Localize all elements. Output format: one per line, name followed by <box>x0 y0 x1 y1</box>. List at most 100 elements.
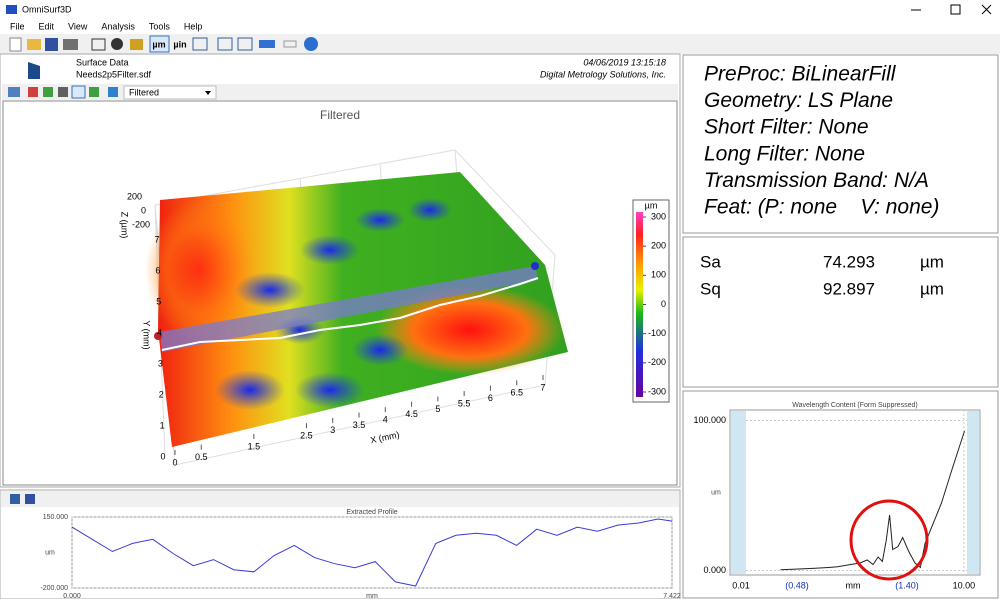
um-button-frame[interactable] <box>149 35 170 53</box>
y-tick-label: 0.000 <box>703 565 726 575</box>
x-tick-label: 1.5 <box>248 441 261 451</box>
tool-button[interactable] <box>28 87 38 97</box>
x-tick-label: 0 <box>172 457 177 467</box>
parameter: Transmission Band: N/A <box>704 169 929 192</box>
x-tick-label: 7.422 <box>663 593 681 599</box>
colorbar-tick-label: 300 <box>651 211 666 221</box>
view-dropdown-value[interactable]: Filtered <box>129 87 159 97</box>
x-tick-label: 0.000 <box>63 593 81 599</box>
x-tick-label: 6.5 <box>510 388 523 398</box>
y-tick-label: 3 <box>158 358 163 368</box>
x-axis-label: mm <box>366 593 378 599</box>
print-button[interactable] <box>63 39 78 50</box>
colorbar-tick-label: -100 <box>648 328 666 338</box>
y-tick-label: 0 <box>160 451 165 461</box>
colorbar-tick-label: 200 <box>651 241 666 251</box>
window-button[interactable] <box>192 37 208 51</box>
cutoff-label: (0.48) <box>785 580 809 590</box>
z-tick-label: 0 <box>141 205 146 215</box>
x-tick-label: 2.5 <box>300 431 313 441</box>
shaded-band <box>967 411 979 574</box>
tool-button[interactable] <box>108 87 118 97</box>
tool-button[interactable] <box>71 85 86 99</box>
close-button[interactable] <box>981 4 992 15</box>
profile-tool-button[interactable] <box>10 494 20 504</box>
parameter: Short Filter: None <box>704 116 869 139</box>
y-tick-label: 1 <box>160 420 165 430</box>
x-tick-label: 3 <box>330 425 335 435</box>
copy-button[interactable] <box>8 87 20 97</box>
stat-unit: µm <box>920 252 944 271</box>
view-toolbar-icons <box>8 85 118 99</box>
x-tick-label: 10.00 <box>953 580 976 590</box>
menu-item[interactable]: View <box>68 21 88 31</box>
y-tick-label: 5 <box>156 296 161 306</box>
menu-item[interactable]: File <box>10 21 25 31</box>
menu-item[interactable]: Edit <box>39 21 55 31</box>
surface-title: Filtered <box>320 108 360 122</box>
statistics: Sa 74.293 µm Sq 92.897 µm <box>700 252 944 298</box>
x-tick-label: 4 <box>383 415 388 425</box>
y-tick-label: 7 <box>154 234 159 244</box>
new-button[interactable] <box>9 37 22 52</box>
maximize-button[interactable] <box>950 4 961 15</box>
x-tick-label: 0.5 <box>195 452 208 462</box>
open-button[interactable] <box>27 39 41 50</box>
x-tick-label: 6 <box>488 393 493 403</box>
shaded-band <box>731 411 746 574</box>
x-tick-label: 5 <box>435 404 440 414</box>
unit-button[interactable]: µin <box>173 39 186 49</box>
x-tick-label: 0.01 <box>732 580 750 590</box>
tool-button[interactable] <box>58 87 68 97</box>
view-dropdown[interactable] <box>123 85 217 100</box>
profile-save-button[interactable] <box>25 494 35 504</box>
toolbar-icons <box>9 37 318 52</box>
y-tick-label: 6 <box>155 265 160 275</box>
dropdown-arrow[interactable] <box>205 91 211 95</box>
chart-title: Extracted Profile <box>346 509 397 516</box>
parameter: PreProc: BiLinearFill <box>704 63 897 86</box>
window-button-3[interactable] <box>237 37 253 51</box>
y-tick-label: 4 <box>157 327 162 337</box>
x-tick-label: 5.5 <box>458 398 471 408</box>
stat-unit: µm <box>920 279 944 298</box>
level-button[interactable] <box>130 39 143 50</box>
unit-button[interactable]: µm <box>152 39 165 49</box>
z-axis-label: Z (µm) <box>120 212 130 239</box>
menu-bar: File Edit View Analysis Tools Help <box>10 21 202 31</box>
colorbar-tick-label: -200 <box>648 357 666 367</box>
y-axis-label: um <box>45 549 55 556</box>
y-tick-label: -200.000 <box>40 585 68 592</box>
help-button[interactable] <box>304 37 318 51</box>
stat-name: Sa <box>700 252 721 271</box>
tool-button[interactable] <box>43 87 53 97</box>
menu-item[interactable]: Tools <box>149 21 171 31</box>
parameter: Long Filter: None <box>704 142 865 165</box>
wavelength-chart: Wavelength Content (Form Suppressed) 0.00… <box>693 402 981 590</box>
crop-button[interactable] <box>91 38 106 51</box>
title-bar <box>0 0 1000 20</box>
parameters-panel <box>682 54 999 234</box>
measure-button[interactable] <box>259 40 275 48</box>
y-tick-label: 100.000 <box>693 415 726 425</box>
menu-item[interactable]: Help <box>184 21 203 31</box>
y-tick-label: 2 <box>159 389 164 399</box>
tool-button[interactable] <box>89 87 99 97</box>
stat-value: 92.897 <box>823 279 875 298</box>
highlight-circle <box>849 499 929 581</box>
save-button[interactable] <box>45 38 58 51</box>
menu-item[interactable]: Analysis <box>101 21 135 31</box>
logo <box>28 62 40 79</box>
header-file: Needs2p5Filter.sdf <box>76 69 152 79</box>
colorbar-tick-label: -300 <box>648 386 666 396</box>
link-button[interactable] <box>283 40 297 48</box>
x-tick-label: 3.5 <box>353 420 366 430</box>
x-tick-label: 4.5 <box>405 409 418 419</box>
profile-toolbar <box>1 491 679 507</box>
window-button-2[interactable] <box>217 37 233 51</box>
data-line <box>71 518 673 587</box>
settings-button[interactable] <box>111 38 123 50</box>
parameters: PreProc: BiLinearFill Geometry: LS Plane S… <box>704 63 939 219</box>
